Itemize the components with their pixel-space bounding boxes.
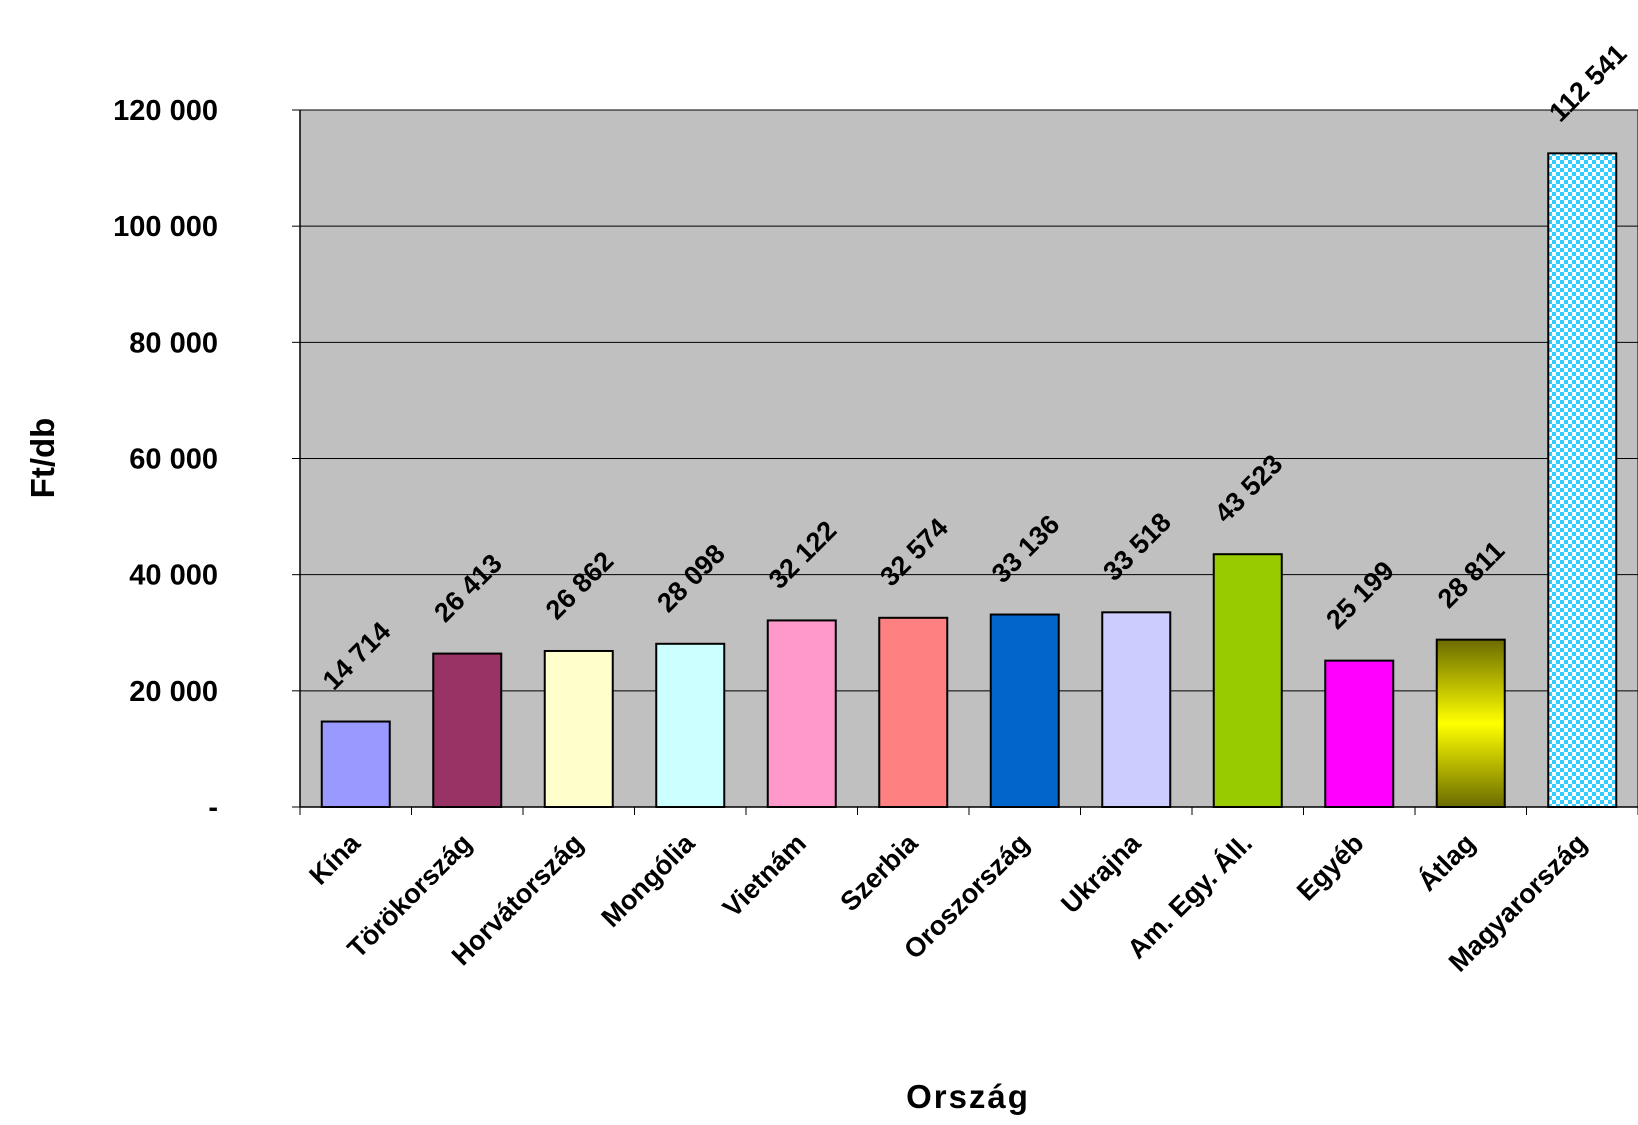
bar xyxy=(991,615,1059,807)
x-tick-label: Átlag xyxy=(1411,827,1481,897)
y-tick-label: 80 000 xyxy=(129,327,218,359)
x-tick-label: Mongólia xyxy=(595,827,701,933)
bar xyxy=(545,651,613,807)
bar xyxy=(879,618,947,807)
y-tick-label: 120 000 xyxy=(113,95,218,127)
bar xyxy=(1548,153,1616,807)
x-tick-label: Kína xyxy=(303,827,366,890)
y-tick-label: - xyxy=(208,792,218,824)
y-tick-label: 40 000 xyxy=(129,560,218,592)
y-axis-title: Ft/db xyxy=(24,418,61,499)
bar xyxy=(656,644,724,807)
bar xyxy=(1102,612,1170,807)
x-tick-label: Vietnám xyxy=(717,828,812,923)
bar xyxy=(1437,640,1505,807)
y-tick-label: 20 000 xyxy=(129,676,218,708)
bar xyxy=(1214,554,1282,807)
bar xyxy=(433,654,501,807)
y-tick-label: 60 000 xyxy=(129,444,218,476)
bar xyxy=(768,620,836,807)
bar xyxy=(1325,661,1393,807)
x-tick-label: Szerbia xyxy=(834,827,924,917)
bar xyxy=(322,722,390,807)
x-axis-title: Ország xyxy=(906,1078,1030,1115)
x-tick-label: Egyéb xyxy=(1291,828,1370,907)
y-tick-label: 100 000 xyxy=(113,211,218,243)
x-tick-label: Ukrajna xyxy=(1055,827,1147,919)
